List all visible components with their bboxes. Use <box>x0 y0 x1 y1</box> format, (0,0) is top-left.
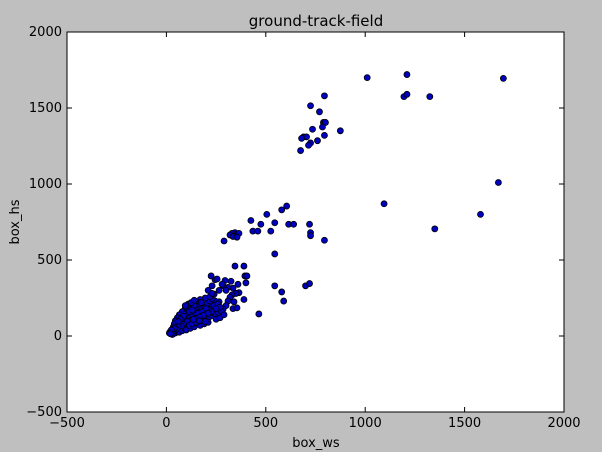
scatter-point <box>242 279 250 287</box>
scatter-point <box>233 233 241 241</box>
chart-title: ground-track-field <box>249 12 383 30</box>
scatter-point <box>309 125 316 133</box>
x-axis-label: box_ws <box>292 436 340 451</box>
scatter-point <box>271 250 279 258</box>
scatter-point <box>240 296 248 303</box>
scatter-point <box>494 179 502 186</box>
scatter-point <box>190 296 198 304</box>
scatter-point <box>233 304 241 312</box>
scatter-point <box>307 232 314 240</box>
scatter-point <box>477 210 484 218</box>
scatter-point <box>278 206 286 214</box>
plot-area <box>66 31 565 413</box>
scatter-point <box>278 288 286 296</box>
scatter-point <box>230 298 238 306</box>
y-tick-label: 0 <box>54 329 62 344</box>
scatter-point <box>426 93 434 100</box>
scatter-point <box>316 108 323 116</box>
scatter-point <box>319 123 326 131</box>
scatter-point <box>254 227 262 235</box>
scatter-point <box>314 137 321 145</box>
scatter-point <box>403 71 411 78</box>
scatter-point <box>247 217 255 224</box>
scatter-point <box>201 318 209 325</box>
scatter-point <box>306 280 313 287</box>
scatter-point <box>297 147 304 154</box>
scatter-point <box>218 280 226 288</box>
scatter-point <box>220 237 228 245</box>
scatter-point <box>212 305 220 313</box>
y-tick-label: 1000 <box>29 177 62 192</box>
scatter-point <box>255 310 263 318</box>
scatter-point <box>220 311 228 319</box>
scatter-point <box>307 102 314 110</box>
scatter-point <box>380 200 388 208</box>
scatter-point <box>271 219 279 227</box>
scatter-point <box>267 227 275 235</box>
scatter-point <box>290 220 298 228</box>
scatter-point <box>499 74 507 82</box>
x-tick-label: 500 <box>253 416 278 431</box>
scatter-point <box>189 315 197 323</box>
scatter-point <box>208 290 216 297</box>
scatter-point <box>306 220 313 228</box>
axis-ticks: −500 0 500 1000 1500 2000 −500 0 500 1000 1500 2000 <box>26 25 580 431</box>
scatter-point <box>240 262 248 270</box>
x-tick-label: −500 <box>49 416 85 431</box>
scatter-point <box>403 90 411 98</box>
scatter-point <box>431 225 439 233</box>
scatter-point <box>208 282 216 290</box>
scatter-point <box>195 317 203 325</box>
scatter-point <box>166 330 174 338</box>
x-tick-label: 2000 <box>547 416 580 431</box>
scatter-point <box>283 202 291 210</box>
scatter-point <box>336 127 344 135</box>
scatter-point <box>197 299 205 306</box>
scatter-point <box>321 92 328 100</box>
scatter-point <box>181 302 189 310</box>
scatter-point <box>257 220 265 228</box>
y-tick-label: 2000 <box>29 25 62 40</box>
x-tick-label: 1000 <box>349 416 382 431</box>
scatter-point <box>271 282 279 290</box>
scatter-point <box>188 306 196 314</box>
scatter-point <box>243 272 251 280</box>
scatter-point <box>227 277 235 285</box>
scatter-point <box>321 131 328 139</box>
scatter-point <box>213 275 221 283</box>
y-tick-label: 1500 <box>29 101 62 116</box>
scatter-point <box>234 280 242 288</box>
x-tick-label: 0 <box>162 416 170 431</box>
x-tick-label: 1500 <box>448 416 481 431</box>
y-tick-label: 500 <box>37 253 62 268</box>
data-points <box>165 71 507 338</box>
scatter-point <box>215 286 223 294</box>
scatter-point <box>231 262 239 270</box>
scatter-point <box>222 286 230 294</box>
scatter-point <box>280 297 288 305</box>
y-tick-label: −500 <box>26 405 62 420</box>
scatter-point <box>263 210 271 218</box>
scatter-point <box>321 236 328 244</box>
scatter-point <box>363 74 371 81</box>
scatter-point <box>305 141 312 149</box>
scatter-point <box>298 134 305 142</box>
y-axis-label: box_hs <box>8 199 23 244</box>
